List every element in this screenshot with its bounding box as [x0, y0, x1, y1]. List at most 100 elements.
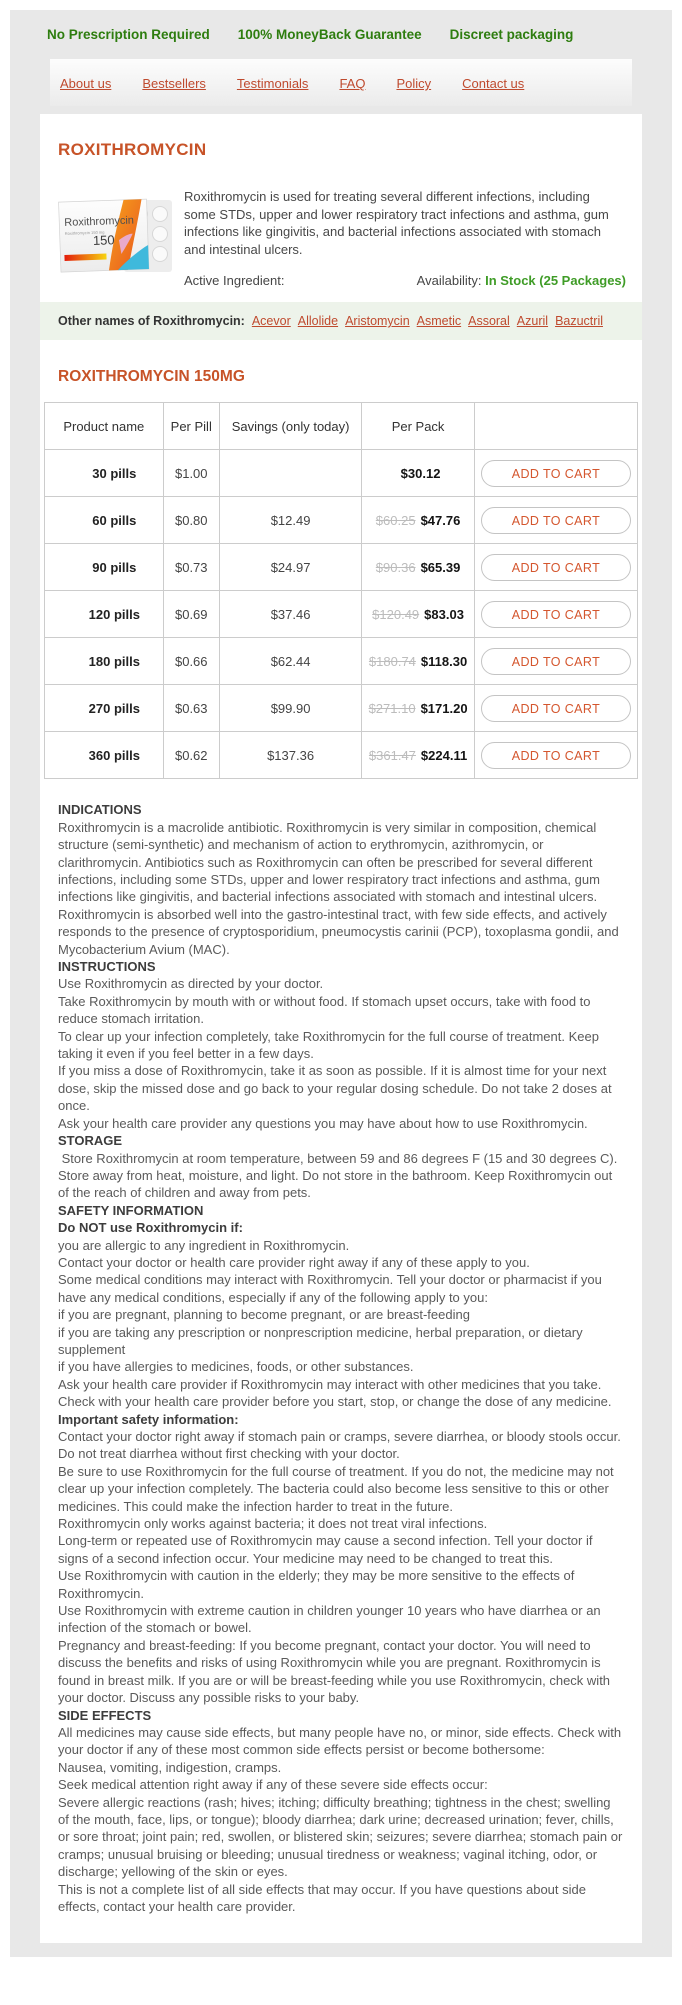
per-pill-cell: $0.80 [162, 496, 220, 545]
other-name-link-acevor[interactable]: Acevor [251, 314, 291, 329]
add-to-cart-button[interactable]: ADD TO CART [480, 600, 631, 628]
product-box-image: Roxithromycin Roxithromycin 150 mg 150 [56, 188, 174, 278]
add-to-cart-button[interactable]: ADD TO CART [480, 694, 631, 722]
per-pack-cell: $120.49 $83.03 [361, 590, 475, 639]
pack-price: $171.20 [420, 700, 468, 716]
add-to-cart-button[interactable]: ADD TO CART [480, 506, 631, 534]
nav-link-bestsellers[interactable]: Bestsellers [142, 76, 206, 91]
section-heading: Important safety information: [58, 1411, 239, 1427]
section-paragraph: if you are taking any prescription or no… [58, 1324, 587, 1357]
section-paragraph: Contact your doctor or health care provi… [58, 1254, 530, 1270]
section-paragraph: Ask your health care provider any questi… [58, 1115, 588, 1131]
cart-cell: ADD TO CART [473, 496, 639, 545]
drug-information: INDICATIONS Roxithromycin is a macrolide … [58, 801, 624, 1915]
section-heading: SAFETY INFORMATION [58, 1202, 204, 1218]
table-row: 90 pills $0.73 $24.97 $90.36 $65.39 ADD T… [44, 543, 639, 592]
pack-price: $30.12 [400, 465, 441, 481]
availability: Availability: In Stock (25 Packages) [417, 273, 626, 288]
section-paragraph: Store Roxithromycin at room temperature,… [58, 1150, 621, 1201]
per-pill-cell: $1.00 [162, 449, 220, 498]
savings-cell: $37.46 [218, 590, 363, 639]
other-name-link-assoral[interactable]: Assoral [468, 314, 510, 329]
column-header-per-pack: Per Pack [361, 402, 475, 451]
section-paragraph: Be sure to use Roxithromycin for the ful… [58, 1463, 618, 1514]
box-gradient-bar [64, 253, 107, 261]
add-to-cart-button[interactable]: ADD TO CART [480, 553, 631, 581]
nav-link-about-us[interactable]: About us [60, 76, 112, 91]
per-pack-cell: $90.36 $65.39 [361, 543, 475, 592]
section-paragraph: Ask your health care provider if Roxithr… [58, 1376, 612, 1410]
per-pack-cell: $180.74 $118.30 [361, 637, 475, 686]
box-swoosh-decoration [108, 199, 142, 271]
section-paragraph: Take Roxithromycin by mouth with or with… [58, 993, 595, 1027]
pack-price: $65.39 [420, 559, 461, 575]
old-price: $271.10 [368, 700, 416, 716]
add-to-cart-button[interactable]: ADD TO CART [480, 647, 631, 675]
section-paragraph: Long-term or repeated use of Roxithromyc… [58, 1533, 597, 1566]
content-card: ROXITHROMYCIN [40, 114, 642, 1944]
column-header-savings: Savings (only today) [218, 402, 363, 451]
nav-link-contact-us[interactable]: Contact us [462, 76, 525, 91]
section-paragraph: This is not a complete list of all side … [58, 1881, 590, 1914]
old-price: $361.47 [368, 747, 416, 763]
section-heading: INDICATIONS [58, 802, 142, 818]
product-name-cell: 30 pills [44, 449, 164, 498]
savings-cell [218, 449, 363, 498]
section-paragraph: Use Roxithromycin with extreme caution i… [58, 1603, 605, 1636]
nav-link-testimonials[interactable]: Testimonials [236, 76, 309, 91]
cart-cell: ADD TO CART [473, 590, 639, 639]
stock-status: In Stock (25 Packages) [485, 273, 626, 289]
cart-cell: ADD TO CART [473, 684, 639, 733]
other-name-link-allolide[interactable]: Allolide [297, 314, 339, 329]
add-to-cart-button[interactable]: ADD TO CART [480, 459, 631, 487]
pricing-title: ROXITHROMYCIN 150MG [58, 368, 245, 386]
section-paragraph: Pregnancy and breast-feeding: If you bec… [58, 1637, 614, 1706]
product-name-cell: 60 pills [44, 496, 164, 545]
add-to-cart-button[interactable]: ADD TO CART [480, 741, 631, 769]
section-paragraph: Use Roxithromycin as directed by your do… [58, 976, 324, 992]
old-price: $180.74 [368, 653, 416, 669]
section-paragraph: you are allergic to any ingredient in Ro… [58, 1237, 350, 1253]
savings-cell: $24.97 [218, 543, 363, 592]
main-navigation: About us Bestsellers Testimonials FAQ Po… [50, 59, 632, 106]
pack-price: $224.11 [420, 747, 468, 763]
section-heading: STORAGE [58, 1133, 123, 1149]
cart-cell: ADD TO CART [473, 731, 639, 780]
box-strength-text: 150 [93, 232, 115, 248]
table-row: 180 pills $0.66 $62.44 $180.74 $118.30 AD… [44, 637, 639, 686]
table-row: 360 pills $0.62 $137.36 $361.47 $224.11 A… [44, 731, 639, 780]
benefit-no-prescription: No Prescription Required [47, 27, 210, 42]
table-row: 120 pills $0.69 $37.46 $120.49 $83.03 ADD… [44, 590, 639, 639]
product-description: Roxithromycin is used for treating sever… [184, 189, 609, 257]
section-heading: SIDE EFFECTS [58, 1707, 152, 1723]
nav-link-policy[interactable]: Policy [396, 76, 432, 91]
per-pack-cell: $60.25 $47.76 [361, 496, 475, 545]
cart-cell: ADD TO CART [473, 637, 639, 686]
product-name-cell: 180 pills [44, 637, 164, 686]
other-name-link-asmetic[interactable]: Asmetic [416, 314, 462, 329]
pack-price: $47.76 [420, 512, 461, 528]
section-paragraph: Roxithromycin only works against bacteri… [58, 1516, 488, 1532]
product-name-cell: 270 pills [44, 684, 164, 733]
benefits-bar: No Prescription Required 100% MoneyBack … [10, 10, 672, 50]
section-paragraph: Contact your doctor right away if stomac… [58, 1429, 625, 1462]
pricing-table: Product name Per Pill Savings (only toda… [44, 402, 639, 780]
section-paragraph: Roxithromycin is a macrolide antibiotic.… [58, 819, 623, 957]
other-name-link-azuril[interactable]: Azuril [516, 314, 549, 329]
per-pill-cell: $0.69 [162, 590, 220, 639]
box-brand-text: Roxithromycin [64, 215, 134, 229]
per-pack-cell: $30.12 [361, 449, 475, 498]
cart-cell: ADD TO CART [473, 543, 639, 592]
benefit-discreet-packaging: Discreet packaging [449, 27, 574, 42]
nav-link-faq[interactable]: FAQ [339, 76, 366, 91]
column-header-product-name: Product name [44, 402, 164, 451]
cart-cell: ADD TO CART [473, 449, 639, 498]
section-paragraph: If you miss a dose of Roxithromycin, tak… [58, 1063, 616, 1114]
per-pill-cell: $0.63 [162, 684, 220, 733]
section-paragraph: Severe allergic reactions (rash; hives; … [58, 1794, 626, 1880]
section-paragraph: Nausea, vomiting, indigestion, cramps. [58, 1759, 282, 1775]
table-row: 270 pills $0.63 $99.90 $271.10 $171.20 AD… [44, 684, 639, 733]
other-name-link-aristomycin[interactable]: Aristomycin [345, 314, 410, 329]
other-name-link-bazuctril[interactable]: Bazuctril [555, 314, 603, 329]
section-paragraph: if you are pregnant, planning to become … [58, 1307, 470, 1323]
